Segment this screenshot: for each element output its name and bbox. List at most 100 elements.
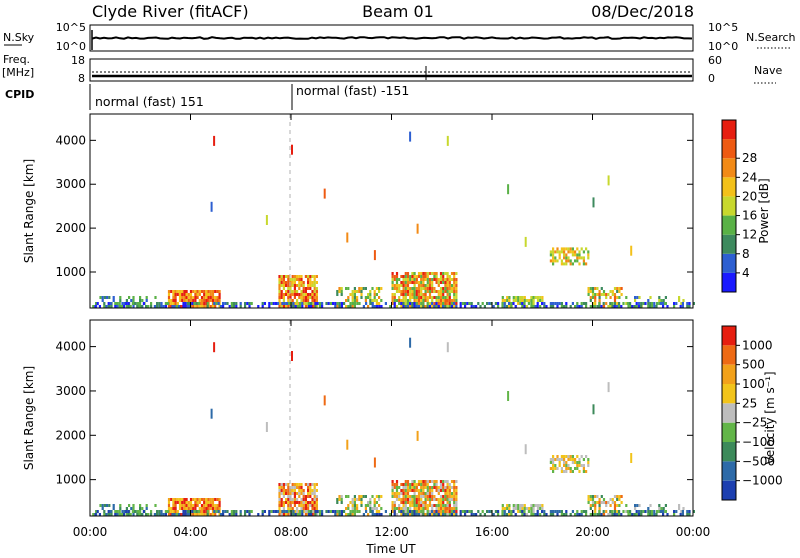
heatmap-cell (613, 296, 617, 299)
heatmap-cell (431, 495, 434, 498)
heatmap-cell (130, 299, 133, 302)
heatmap-cell (635, 302, 638, 305)
heatmap-cell (292, 510, 295, 513)
heatmap-cell (519, 299, 522, 302)
heatmap-cell (136, 302, 139, 305)
heatmap-cell (536, 510, 539, 513)
x-tick-label: 20:00 (575, 525, 610, 539)
heatmap-cell (309, 504, 312, 507)
heatmap-cell (448, 510, 451, 513)
heatmap-cell (539, 513, 542, 516)
heatmap-cell (395, 281, 399, 284)
heatmap-cell (686, 305, 689, 308)
heatmap-cell (367, 513, 370, 516)
heatmap-cell (311, 284, 314, 287)
heatmap-cell (291, 299, 294, 302)
heatmap-cell (497, 513, 500, 516)
heatmap-cell (409, 513, 412, 516)
heatmap-cell (530, 510, 533, 513)
heatmap-cell (280, 483, 283, 486)
heatmap-cell (680, 302, 683, 305)
heatmap-cell (688, 513, 691, 516)
heatmap-cell (287, 287, 290, 290)
heatmap-cell (287, 504, 290, 507)
heatmap-cell (334, 305, 337, 308)
heatmap-cell (450, 287, 454, 290)
heatmap-cell (404, 281, 407, 284)
heatmap-cell (578, 253, 581, 257)
heatmap-cell (437, 498, 440, 501)
heatmap-cell (347, 287, 350, 290)
heatmap-cell (340, 510, 343, 513)
heatmap-cell (602, 305, 606, 308)
heatmap-cell (187, 299, 190, 302)
heatmap-cell (442, 498, 445, 501)
heatmap-cell (300, 296, 303, 299)
heatmap-cell (287, 495, 290, 498)
heatmap-cell (439, 480, 443, 483)
heatmap-cell (442, 296, 445, 299)
heatmap-cell (278, 299, 281, 302)
heatmap-cell (373, 457, 376, 468)
heatmap-cell (426, 287, 429, 290)
heatmap-cell (517, 510, 520, 513)
heatmap-cell (293, 290, 296, 293)
heatmap-cell (222, 302, 225, 305)
heatmap-cell (235, 302, 238, 305)
heatmap-cell (186, 302, 189, 305)
heatmap-cell (554, 250, 557, 254)
heatmap-cell (218, 498, 221, 501)
heatmap-cell (213, 302, 216, 305)
heatmap-cell (431, 278, 434, 281)
heatmap-cell (426, 278, 429, 281)
heatmap-cell (596, 501, 599, 504)
heatmap-cell (311, 483, 314, 486)
heatmap-cell (395, 284, 399, 287)
heatmap-cell (448, 492, 451, 495)
heatmap-cell (107, 305, 110, 308)
heatmap-cell (369, 296, 372, 299)
heatmap-cell (448, 281, 451, 284)
heatmap-cell (409, 131, 412, 142)
heatmap-cell (411, 483, 414, 486)
heatmap-cell (194, 293, 197, 296)
heatmap-cell (347, 495, 350, 498)
heatmap-cell (446, 513, 449, 516)
heatmap-cell (402, 293, 405, 296)
heatmap-cell (280, 486, 283, 489)
heatmap-cell (626, 510, 629, 513)
heatmap-cell (442, 480, 445, 483)
heatmap-cell (528, 507, 531, 510)
colorbar-segment (722, 403, 736, 423)
y-tick-label: 2000 (55, 221, 86, 235)
heatmap-cell (302, 498, 305, 501)
heatmap-cell (398, 287, 401, 290)
heatmap-cell (521, 507, 524, 510)
heatmap-cell (402, 486, 405, 489)
heatmap-cell (119, 296, 122, 299)
colorbar-segment (722, 422, 736, 442)
y-tick-label: 2000 (55, 428, 86, 442)
heatmap-cell (282, 287, 285, 290)
y-tick-label: 4000 (55, 133, 86, 147)
heatmap-cell (203, 290, 206, 293)
heatmap-cell (398, 299, 401, 302)
heatmap-cell (183, 504, 186, 507)
heatmap-cell (448, 287, 451, 290)
heatmap-cell (400, 483, 403, 486)
heatmap-cell (349, 513, 352, 516)
heatmap-cell (574, 259, 577, 263)
heatmap-cell (150, 305, 153, 308)
heatmap-cell (627, 513, 630, 516)
colorbar-segment (722, 139, 736, 159)
heatmap-cell (176, 290, 179, 293)
heatmap-cell (164, 513, 167, 516)
heatmap-cell (565, 513, 568, 516)
heatmap-cell (435, 278, 438, 281)
heatmap-cell (380, 513, 383, 516)
heatmap-cell (558, 253, 561, 257)
heatmap-cell (653, 305, 656, 308)
heatmap-cell (428, 296, 432, 299)
heatmap-cell (391, 504, 394, 507)
heatmap-cell (203, 302, 206, 305)
